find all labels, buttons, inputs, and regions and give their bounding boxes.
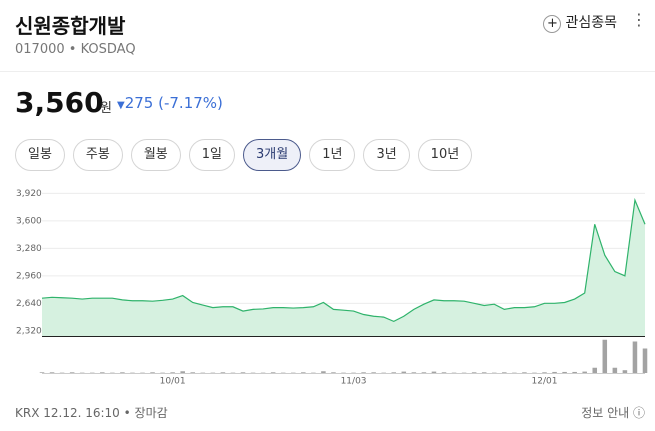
period-button[interactable]: 월봉 — [130, 139, 181, 171]
volume-bar — [321, 371, 326, 373]
y-tick-label: 2,640 — [16, 299, 42, 309]
x-tick-label: 11/03 — [341, 377, 367, 387]
status: 장마감 — [134, 406, 168, 420]
y-tick-label: 2,960 — [16, 271, 42, 281]
volume-bar — [240, 372, 246, 373]
volume-bar — [582, 371, 587, 373]
change: 275 — [124, 94, 154, 112]
more-button[interactable]: ⋮ — [631, 10, 647, 29]
y-tick-label: 3,600 — [16, 216, 42, 226]
volume-bar — [552, 371, 557, 373]
chart: 2,320 2,640 2,960 3,280 3,600 3,920 10/01 11/03… — [16, 189, 648, 387]
footer-time: KRX 12.12. 16:10 • 장마감 — [15, 406, 168, 420]
volume-bar — [220, 372, 226, 373]
y-tick-label: 3,920 — [16, 189, 42, 199]
x-tick-label: 10/01 — [160, 377, 186, 387]
volume-bar — [441, 372, 447, 373]
volume-bar — [361, 372, 366, 373]
volume-bar — [331, 372, 336, 373]
y-tick-label: 2,320 — [16, 326, 42, 336]
info-button[interactable]: 정보 안내 ⓘ — [581, 406, 645, 420]
volume-bar — [481, 372, 487, 373]
period-button[interactable]: 주봉 — [72, 139, 123, 171]
volume-bar — [471, 372, 477, 373]
period-button[interactable]: 10년 — [417, 139, 473, 171]
volume-bar — [602, 339, 608, 373]
volume-bar — [120, 372, 125, 373]
volume-bar — [180, 371, 185, 373]
volume-bar — [542, 372, 547, 373]
volume-bar — [411, 372, 417, 373]
stock-code: 017000 • KOSDAQ — [15, 42, 136, 57]
info-label: 정보 안내 — [581, 406, 630, 420]
period-tabs: 일봉 주봉 월봉 1일 3개월 1년 3년 10년 — [15, 139, 473, 171]
watch-label: 관심종목 — [565, 15, 617, 31]
volume-bar — [632, 341, 638, 373]
volume-bar — [69, 372, 75, 373]
volume-bar — [592, 367, 598, 373]
volume-bar — [642, 348, 648, 373]
volume-bar — [371, 372, 376, 373]
volume-bar — [572, 371, 577, 373]
volume-bar — [49, 372, 55, 373]
volume-bar — [522, 372, 527, 373]
volume-bar — [270, 372, 276, 373]
watch-button[interactable]: + 관심종목 — [543, 12, 617, 33]
volume-bar — [391, 372, 397, 373]
code: 017000 — [15, 42, 65, 57]
volume-bar — [190, 372, 196, 373]
period-button[interactable]: 3년 — [363, 139, 410, 171]
volume-bar — [502, 372, 507, 373]
volume-bar — [39, 372, 45, 373]
volume-bar — [170, 372, 175, 373]
price-unit: 원 — [100, 101, 112, 116]
volume-bar — [431, 371, 437, 373]
period-button[interactable]: 3개월 — [243, 139, 302, 171]
volume-bar — [612, 367, 618, 373]
period-button[interactable]: 일봉 — [15, 139, 65, 171]
stock-name: 신원종합개발 — [15, 14, 126, 38]
volume-bar — [401, 371, 407, 373]
x-tick-label: 12/01 — [532, 377, 558, 387]
divider — [0, 71, 655, 72]
y-tick-label: 3,280 — [16, 244, 42, 254]
period-button[interactable]: 1년 — [309, 139, 356, 171]
volume-bar — [562, 371, 567, 373]
volume-bar — [622, 370, 628, 373]
volume-bar — [421, 372, 427, 373]
price-change: ▼275 (-7.17%) — [117, 94, 223, 112]
market: KOSDAQ — [80, 42, 136, 57]
period-button[interactable]: 1일 — [188, 139, 235, 171]
time: KRX 12.12. 16:10 — [15, 406, 120, 420]
line — [41, 197, 646, 323]
volume-bar — [100, 372, 105, 373]
volume-bar — [150, 372, 155, 373]
change-pct: (-7.17%) — [158, 94, 223, 112]
area — [42, 200, 645, 336]
volume-bar — [301, 372, 306, 373]
price: 3,560 — [15, 86, 104, 119]
